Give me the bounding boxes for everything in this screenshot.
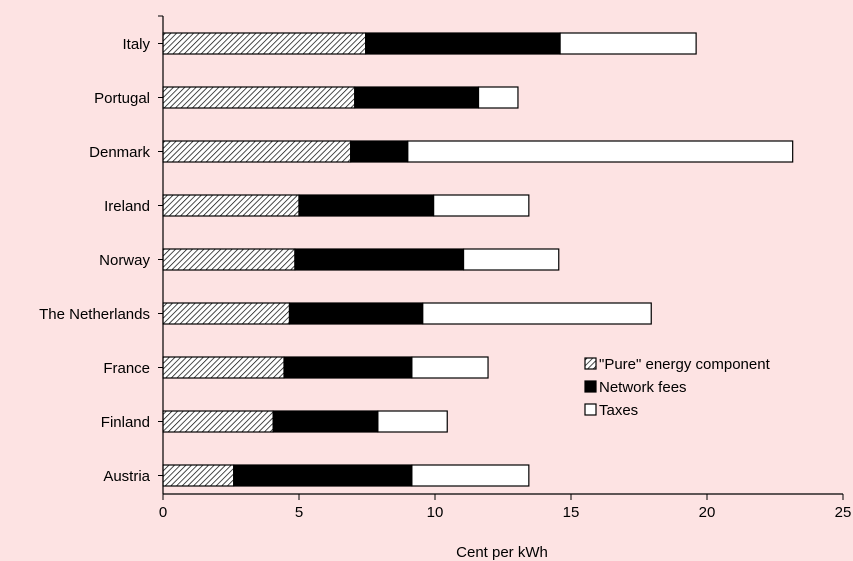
- x-tick-label-5: 5: [295, 504, 303, 521]
- bar-italy-taxes: [559, 32, 697, 55]
- category-label-ireland: Ireland: [104, 198, 150, 215]
- category-label-norway: Norway: [99, 252, 150, 269]
- x-tick-label-20: 20: [699, 504, 716, 521]
- category-label-italy: Italy: [122, 36, 150, 53]
- category-label-denmark: Denmark: [89, 144, 150, 161]
- bar-finland-taxes: [377, 410, 448, 433]
- bar-france-taxes: [411, 356, 489, 379]
- bar-denmark-pure-energy-component: [162, 140, 352, 163]
- x-tick-label-15: 15: [563, 504, 580, 521]
- bar-portugal-pure-energy-component: [162, 86, 356, 109]
- bar-norway-pure-energy-component: [162, 248, 296, 271]
- bar-denmark-network-fees: [350, 140, 409, 163]
- bar-the-netherlands-network-fees: [288, 302, 424, 325]
- bar-norway-network-fees: [294, 248, 465, 271]
- legend-swatch-taxes: [584, 403, 597, 416]
- bar-france-pure-energy-component: [162, 356, 285, 379]
- bar-denmark-taxes: [407, 140, 794, 163]
- x-tick-label-0: 0: [159, 504, 167, 521]
- legend: "Pure" energy component Network fees Taxes: [584, 356, 771, 419]
- bar-finland-pure-energy-component: [162, 410, 274, 433]
- x-axis-label: Cent per kWh: [456, 544, 548, 561]
- bar-italy-pure-energy-component: [162, 32, 367, 55]
- bar-ireland-taxes: [433, 194, 530, 217]
- bar-the-netherlands-pure-energy-component: [162, 302, 291, 325]
- bar-austria-taxes: [411, 464, 530, 487]
- category-label-finland: Finland: [101, 414, 150, 431]
- bar-the-netherlands-taxes: [422, 302, 652, 325]
- legend-swatch-network-fees: [584, 380, 597, 393]
- bar-austria-pure-energy-component: [162, 464, 235, 487]
- bar-italy-network-fees: [365, 32, 561, 55]
- bar-norway-taxes: [462, 248, 560, 271]
- x-tick-label-25: 25: [835, 504, 852, 521]
- legend-swatch-pure-energy-component: [584, 357, 597, 370]
- category-label-portugal: Portugal: [94, 90, 150, 107]
- bar-ireland-pure-energy-component: [162, 194, 300, 217]
- legend-label-pure-energy-component: "Pure" energy component: [599, 356, 771, 373]
- bar-ireland-network-fees: [298, 194, 435, 217]
- category-label-austria: Austria: [103, 468, 150, 485]
- legend-label-taxes: Taxes: [599, 402, 638, 419]
- bar-finland-network-fees: [272, 410, 379, 433]
- bar-portugal-network-fees: [354, 86, 480, 109]
- bar-portugal-taxes: [477, 86, 519, 109]
- category-label-the-netherlands: The Netherlands: [39, 306, 150, 323]
- bar-france-network-fees: [283, 356, 413, 379]
- plot-area: Italy Portugal Denmark Ireland Norway The Net…: [39, 15, 852, 561]
- x-tick-label-10: 10: [427, 504, 444, 521]
- bar-austria-network-fees: [233, 464, 413, 487]
- legend-label-network-fees: Network fees: [599, 379, 687, 396]
- category-label-france: France: [103, 360, 150, 377]
